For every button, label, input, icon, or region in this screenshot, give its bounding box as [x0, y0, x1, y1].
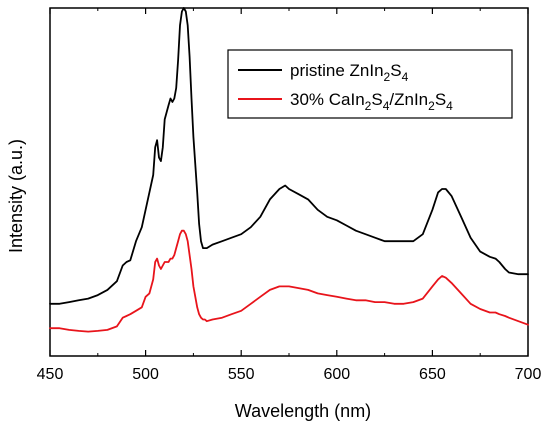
x-tick-label: 700: [515, 366, 542, 383]
x-tick-label: 450: [37, 366, 64, 383]
legend-entry-1: pristine ZnIn2S4: [290, 61, 409, 84]
x-tick-label: 550: [228, 366, 255, 383]
x-axis-label: Wavelength (nm): [235, 401, 371, 421]
series-line-1: [49, 7, 529, 305]
x-tick-label: 500: [132, 366, 159, 383]
x-tick-label: 650: [419, 366, 446, 383]
legend: pristine ZnIn2S4 30% CaIn2S4/ZnIn2S4: [227, 49, 513, 119]
legend-entry-2: 30% CaIn2S4/ZnIn2S4: [290, 90, 453, 113]
legend-box: [227, 49, 513, 119]
series-layer: [49, 7, 529, 333]
series-line-2: [49, 229, 529, 333]
y-axis-label: Intensity (a.u.): [6, 139, 26, 253]
x-tick-label: 600: [323, 366, 350, 383]
x-axis-ticks: 450 500 550 600 650 700: [37, 8, 542, 383]
